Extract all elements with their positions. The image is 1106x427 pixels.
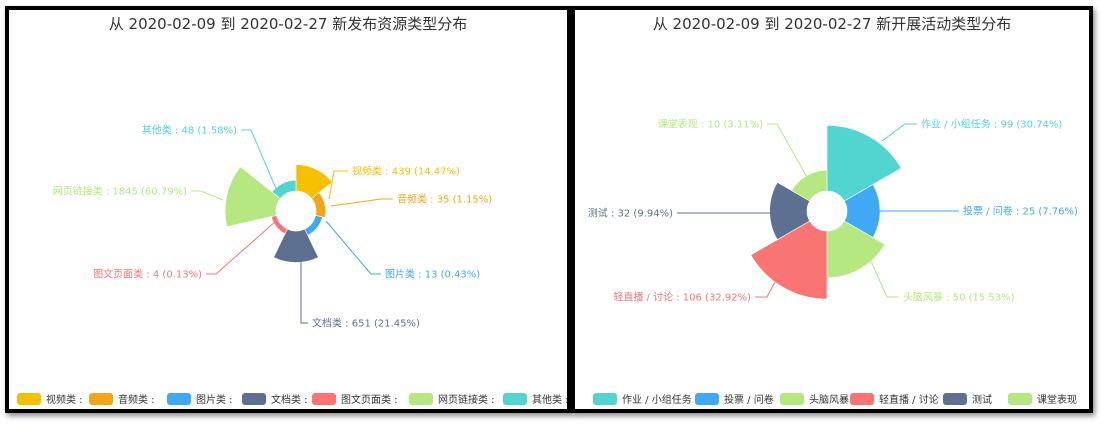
legend-item-label[interactable]: 图片类 :	[196, 393, 233, 406]
label-leader-line	[881, 123, 917, 142]
slice-label: 测试 : 32 (9.94%)	[588, 207, 673, 220]
label-leader-line	[300, 251, 308, 324]
slice-label: 课堂表现 : 10 (3.11%)	[658, 118, 763, 131]
slice-label: 其他类 : 48 (1.58%)	[142, 124, 237, 137]
legend-swatch[interactable]	[503, 393, 527, 405]
legend-item-label[interactable]: 视频类 :	[46, 393, 83, 406]
slice-label: 音频类 : 35 (1.15%)	[397, 193, 492, 206]
slice-label: 作业 / 小组任务 : 99 (30.74%)	[921, 118, 1062, 131]
legend-swatch[interactable]	[17, 393, 41, 405]
rose-sector[interactable]	[295, 164, 333, 199]
legend-item-label[interactable]: 测试	[972, 393, 992, 406]
legend-item-label[interactable]: 音频类 :	[118, 393, 155, 406]
legend-swatch[interactable]	[850, 393, 874, 405]
legend-swatch[interactable]	[1008, 393, 1032, 405]
slice-label: 视频类 : 439 (14.47%)	[352, 165, 460, 178]
slice-label: 头脑风暴 : 50 (15.53%)	[903, 291, 1015, 304]
legend-item-label[interactable]: 课堂表现	[1037, 393, 1077, 406]
rose-sector[interactable]	[769, 181, 811, 241]
label-leader-line	[325, 220, 381, 275]
slice-label: 投票 / 问卷 : 25 (7.76%)	[963, 205, 1078, 218]
slice-label: 图片类 : 13 (0.43%)	[385, 268, 480, 281]
label-leader-line	[206, 220, 277, 275]
legend-swatch[interactable]	[89, 393, 113, 405]
slice-label: 文档类 : 651 (21.45%)	[312, 317, 420, 330]
label-leader-line	[755, 268, 783, 298]
slice-label: 网页链接类 : 1845 (60.79%)	[53, 185, 187, 198]
label-leader-line	[861, 240, 899, 298]
label-leader-line	[328, 170, 348, 200]
rose-sector[interactable]	[224, 166, 281, 228]
legend-item-label[interactable]: 投票 / 问卷	[724, 393, 774, 406]
legend-item-label[interactable]: 网页链接类 :	[438, 393, 495, 406]
legend-swatch[interactable]	[780, 393, 804, 405]
legend-item-label[interactable]: 图文页面类 :	[341, 393, 398, 406]
legend-swatch[interactable]	[409, 393, 433, 405]
chart-title: 从 2020-02-09 到 2020-02-27 新发布资源类型分布	[109, 15, 467, 33]
legend-swatch[interactable]	[167, 393, 191, 405]
rose-sector[interactable]	[304, 215, 323, 236]
chart-title: 从 2020-02-09 到 2020-02-27 新开展活动类型分布	[653, 15, 1011, 33]
slice-label: 轻直播 / 讨论 : 106 (32.92%)	[613, 291, 751, 304]
legend-item-label[interactable]: 头脑风暴	[809, 393, 849, 406]
legend-swatch[interactable]	[695, 393, 719, 405]
legend-item-label[interactable]: 轻直播 / 讨论	[879, 393, 939, 406]
label-leader-line	[241, 129, 281, 199]
legend-item-label[interactable]: 文档类 :	[271, 393, 308, 406]
rose-sector[interactable]	[791, 169, 828, 202]
legend-item-label[interactable]: 其他类 :	[532, 393, 567, 406]
legend-swatch[interactable]	[312, 393, 336, 405]
legend-swatch[interactable]	[593, 393, 617, 405]
legend-item-label[interactable]: 作业 / 小组任务	[622, 393, 692, 406]
rose-sector[interactable]	[750, 220, 828, 300]
legend-swatch[interactable]	[242, 393, 266, 405]
chart-panel-resources: 从 2020-02-09 到 2020-02-27 新发布资源类型分布视频类 :…	[5, 6, 571, 413]
legend-swatch[interactable]	[943, 393, 967, 405]
rose-sector[interactable]	[826, 124, 902, 202]
rose-sector[interactable]	[271, 215, 288, 235]
label-leader-line	[191, 190, 224, 201]
slice-label: 图文页面类 : 4 (0.13%)	[93, 268, 202, 281]
label-leader-line	[767, 123, 813, 187]
rose-sector[interactable]	[826, 220, 886, 279]
rose-sector[interactable]	[273, 228, 319, 263]
chart-panel-activities: 从 2020-02-09 到 2020-02-27 新开展活动类型分布作业 / …	[571, 6, 1093, 413]
label-leader-line	[330, 198, 393, 207]
